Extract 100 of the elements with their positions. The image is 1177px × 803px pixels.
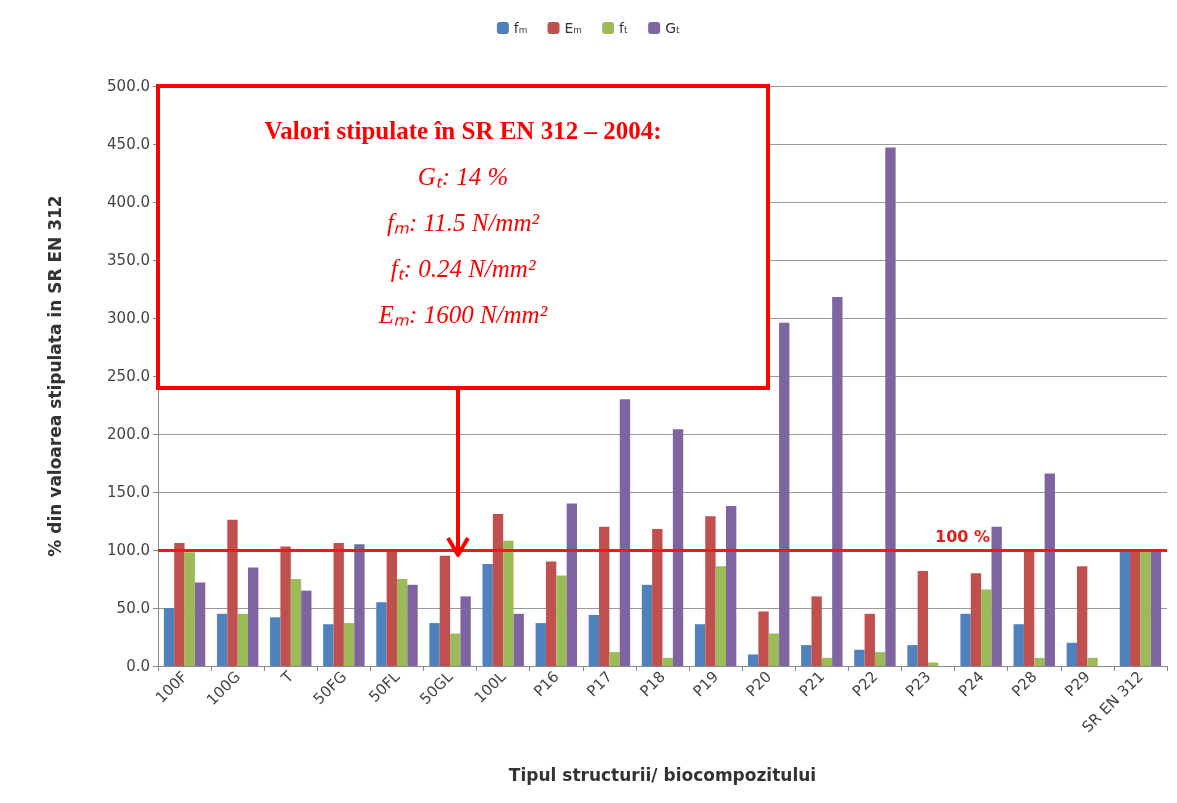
legend-label: fₘ (513, 20, 528, 36)
y-tick-label: 500.0 (107, 77, 150, 95)
bar (981, 589, 992, 666)
bar (343, 623, 355, 666)
bar (407, 584, 418, 666)
bar (854, 649, 865, 666)
bar (768, 633, 780, 666)
bar (1023, 550, 1035, 666)
bar (174, 543, 185, 666)
bar (270, 617, 281, 666)
x-tick-label: P21 (795, 667, 829, 701)
bar (991, 526, 1002, 666)
bar (960, 613, 971, 666)
x-tick-label: P16 (530, 667, 563, 701)
bar (460, 596, 471, 666)
bar (386, 550, 397, 666)
y-tick-label: 250.0 (107, 367, 150, 385)
bar (1150, 550, 1162, 666)
bar (779, 322, 790, 666)
bar (715, 566, 726, 666)
bar (429, 623, 440, 666)
bar (237, 613, 249, 666)
bar (290, 579, 302, 666)
bar (705, 516, 716, 666)
bar (599, 526, 610, 666)
bar (672, 429, 684, 666)
bar (556, 575, 567, 666)
bar (513, 613, 524, 666)
x-tick-label: P28 (1008, 667, 1041, 701)
bar (227, 519, 238, 666)
bar (874, 652, 886, 666)
bar (482, 563, 493, 666)
x-tick-label: P20 (742, 667, 776, 701)
x-tick-label: P29 (1061, 667, 1094, 701)
bar (885, 147, 896, 666)
bar (1087, 657, 1098, 666)
x-tick-label: P19 (689, 667, 722, 701)
annotation: fₘ: 11.5 N/mm² (386, 208, 541, 238)
y-tick-label: 200.0 (107, 425, 150, 443)
bar (725, 505, 737, 666)
bar (492, 514, 504, 666)
legend-label: Eₘ (564, 20, 583, 36)
y-axis-title: % din valoarea stipulata in SR EN 312 (44, 195, 65, 557)
bar (280, 546, 291, 666)
bar (758, 611, 769, 666)
bar (917, 570, 929, 666)
bar (1140, 550, 1151, 666)
y-tick-label: 100.0 (107, 541, 150, 559)
y-tick-label: 0.0 (126, 657, 150, 675)
bar (163, 608, 175, 666)
bar (354, 544, 365, 666)
legend-label: fₜ (619, 20, 629, 36)
bar (748, 654, 759, 666)
legend-label: Gₜ (665, 20, 681, 36)
bar (1076, 566, 1088, 666)
bar (301, 590, 312, 666)
bar (1034, 657, 1045, 666)
y-tick-label: 150.0 (107, 483, 150, 501)
bar (323, 624, 334, 666)
y-tick-label: 350.0 (107, 251, 150, 269)
bar (1044, 473, 1055, 666)
annotation: fₜ: 0.24 N/mm² (389, 254, 537, 284)
bar (333, 543, 344, 666)
bar (832, 297, 843, 666)
bar (694, 624, 706, 666)
y-tick-label: 50.0 (116, 599, 150, 617)
bar (652, 529, 663, 666)
ref-line-label: 100 % (935, 526, 990, 546)
bar (641, 584, 653, 666)
bar (811, 596, 822, 666)
bar (588, 614, 600, 666)
bar (376, 602, 387, 666)
bar (184, 552, 195, 666)
bar (396, 579, 408, 666)
bar (821, 657, 833, 666)
annotation: Eₘ: 1600 N/mm² (377, 300, 549, 330)
bar (248, 567, 259, 666)
x-tick-label: P17 (583, 667, 616, 701)
bar (970, 573, 982, 666)
y-tick-label: 300.0 (107, 309, 150, 327)
annotation: Gₜ: 14 % (416, 162, 510, 192)
bar (1013, 624, 1024, 666)
bar (566, 503, 577, 666)
bar (801, 645, 812, 666)
bar (450, 633, 461, 666)
bar (907, 645, 918, 666)
bar (535, 623, 546, 666)
bar (545, 561, 557, 666)
bar (216, 613, 228, 666)
bar (1130, 550, 1141, 666)
x-axis-title: Tipul structurii/ biocompozitului (508, 764, 817, 785)
bar (619, 399, 631, 666)
bar (1066, 642, 1077, 666)
y-tick-label: 450.0 (107, 135, 150, 153)
bar (864, 613, 875, 666)
bar (1119, 550, 1131, 666)
bar (609, 652, 620, 666)
x-tick-label: P22 (848, 667, 882, 701)
bar (194, 582, 206, 666)
bar (503, 540, 514, 666)
